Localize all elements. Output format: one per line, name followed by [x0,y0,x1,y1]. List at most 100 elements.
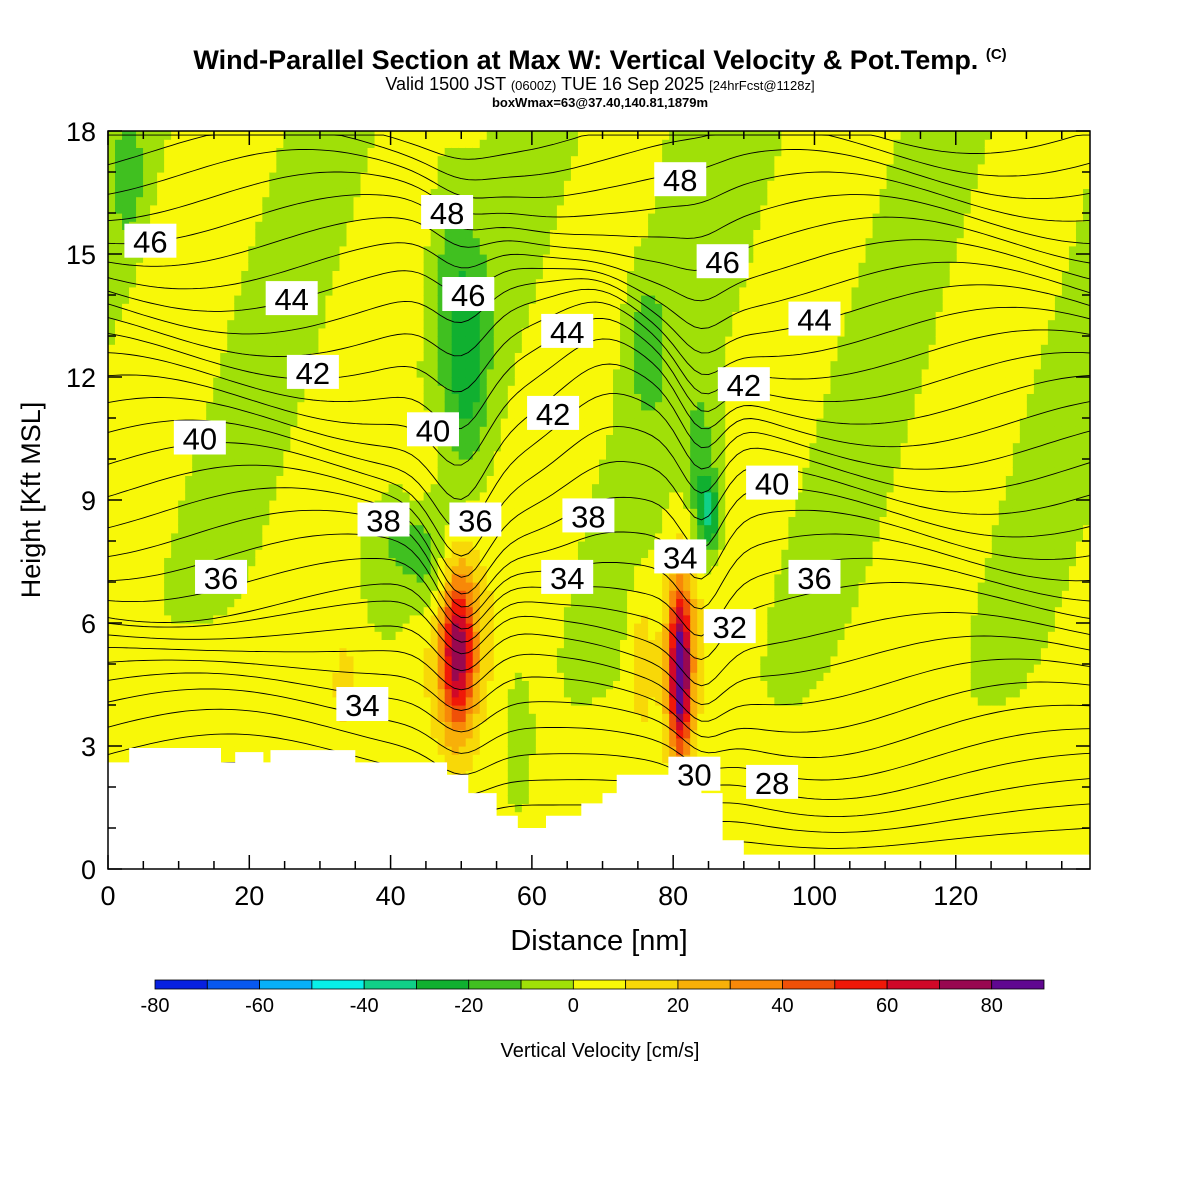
velocity-cell [206,311,214,321]
velocity-cell [276,344,284,353]
velocity-cell [395,450,404,460]
velocity-cell [402,688,411,698]
velocity-cell [430,377,439,386]
velocity-cell [241,311,249,321]
velocity-cell [374,401,383,411]
velocity-cell [276,475,284,485]
velocity-cell [486,623,495,632]
velocity-cell [283,229,291,239]
velocity-cell [367,598,376,608]
velocity-cell [472,450,481,460]
velocity-cell [374,295,383,304]
velocity-cell [199,475,207,485]
velocity-cell [318,737,327,747]
velocity-cell [220,672,228,681]
velocity-cell [213,737,221,747]
velocity-cell [143,180,151,189]
velocity-cell [311,213,320,222]
velocity-cell [451,336,460,345]
velocity-cell [227,401,235,411]
velocity-cell [374,557,383,567]
velocity-cell [115,360,123,370]
velocity-cell [479,532,488,542]
velocity-cell [395,336,404,345]
velocity-cell [458,188,467,198]
velocity-cell [430,368,439,378]
velocity-cell [115,549,123,558]
velocity-cell [234,639,242,649]
velocity-cell [339,188,348,198]
velocity-cell [346,680,355,690]
velocity-cell [388,606,397,616]
velocity-cell [185,573,193,583]
velocity-cell [353,409,362,419]
velocity-cell [115,368,123,378]
velocity-cell [290,245,298,255]
velocity-cell [339,631,348,640]
velocity-cell [290,729,298,739]
velocity-cell [416,623,425,632]
velocity-cell [318,311,327,321]
velocity-cell [437,647,446,657]
velocity-cell [437,483,446,493]
velocity-cell [227,327,235,337]
velocity-cell [409,721,418,731]
velocity-cell [213,524,221,534]
velocity-cell [318,303,327,312]
velocity-cell [297,639,305,649]
velocity-cell [465,729,474,739]
velocity-cell [150,647,158,657]
velocity-cell [444,688,453,698]
velocity-cell [430,180,439,189]
velocity-cell [213,303,221,312]
velocity-cell [444,705,453,714]
velocity-cell [395,459,404,468]
velocity-cell [465,606,474,616]
velocity-cell [150,352,158,362]
velocity-cell [108,139,116,148]
velocity-cell [248,147,256,157]
velocity-cell [346,188,355,198]
velocity-cell [248,368,256,378]
velocity-cell [283,401,291,411]
velocity-cell [276,721,284,731]
velocity-cell [283,590,291,599]
velocity-cell [297,655,305,665]
velocity-cell [213,245,221,255]
velocity-cell [458,237,467,247]
velocity-cell [129,696,137,706]
velocity-cell [465,459,474,468]
velocity-cell [150,295,158,304]
velocity-cell [220,664,228,673]
velocity-cell [479,778,488,788]
velocity-cell [402,483,411,493]
velocity-cell [472,483,481,493]
velocity-cell [115,426,123,435]
velocity-cell [164,500,172,509]
velocity-cell [248,204,256,214]
velocity-cell [381,483,390,493]
velocity-cell [269,385,277,394]
velocity-cell [262,262,270,271]
velocity-cell [304,541,313,550]
velocity-cell [339,180,348,189]
velocity-cell [227,688,235,698]
velocity-cell [472,442,481,452]
velocity-cell [381,336,390,345]
velocity-cell [402,655,411,665]
velocity-cell [178,319,186,329]
velocity-cell [332,311,341,321]
velocity-cell [430,623,439,632]
velocity-cell [318,139,327,148]
velocity-cell [248,713,256,722]
velocity-cell [409,459,418,468]
velocity-cell [409,327,418,337]
velocity-cell [122,336,130,345]
velocity-cell [192,188,200,198]
velocity-cell [409,311,418,321]
velocity-cell [150,442,158,452]
velocity-cell [185,541,193,550]
velocity-cell [472,147,481,157]
velocity-cell [108,303,116,312]
velocity-cell [381,352,390,362]
